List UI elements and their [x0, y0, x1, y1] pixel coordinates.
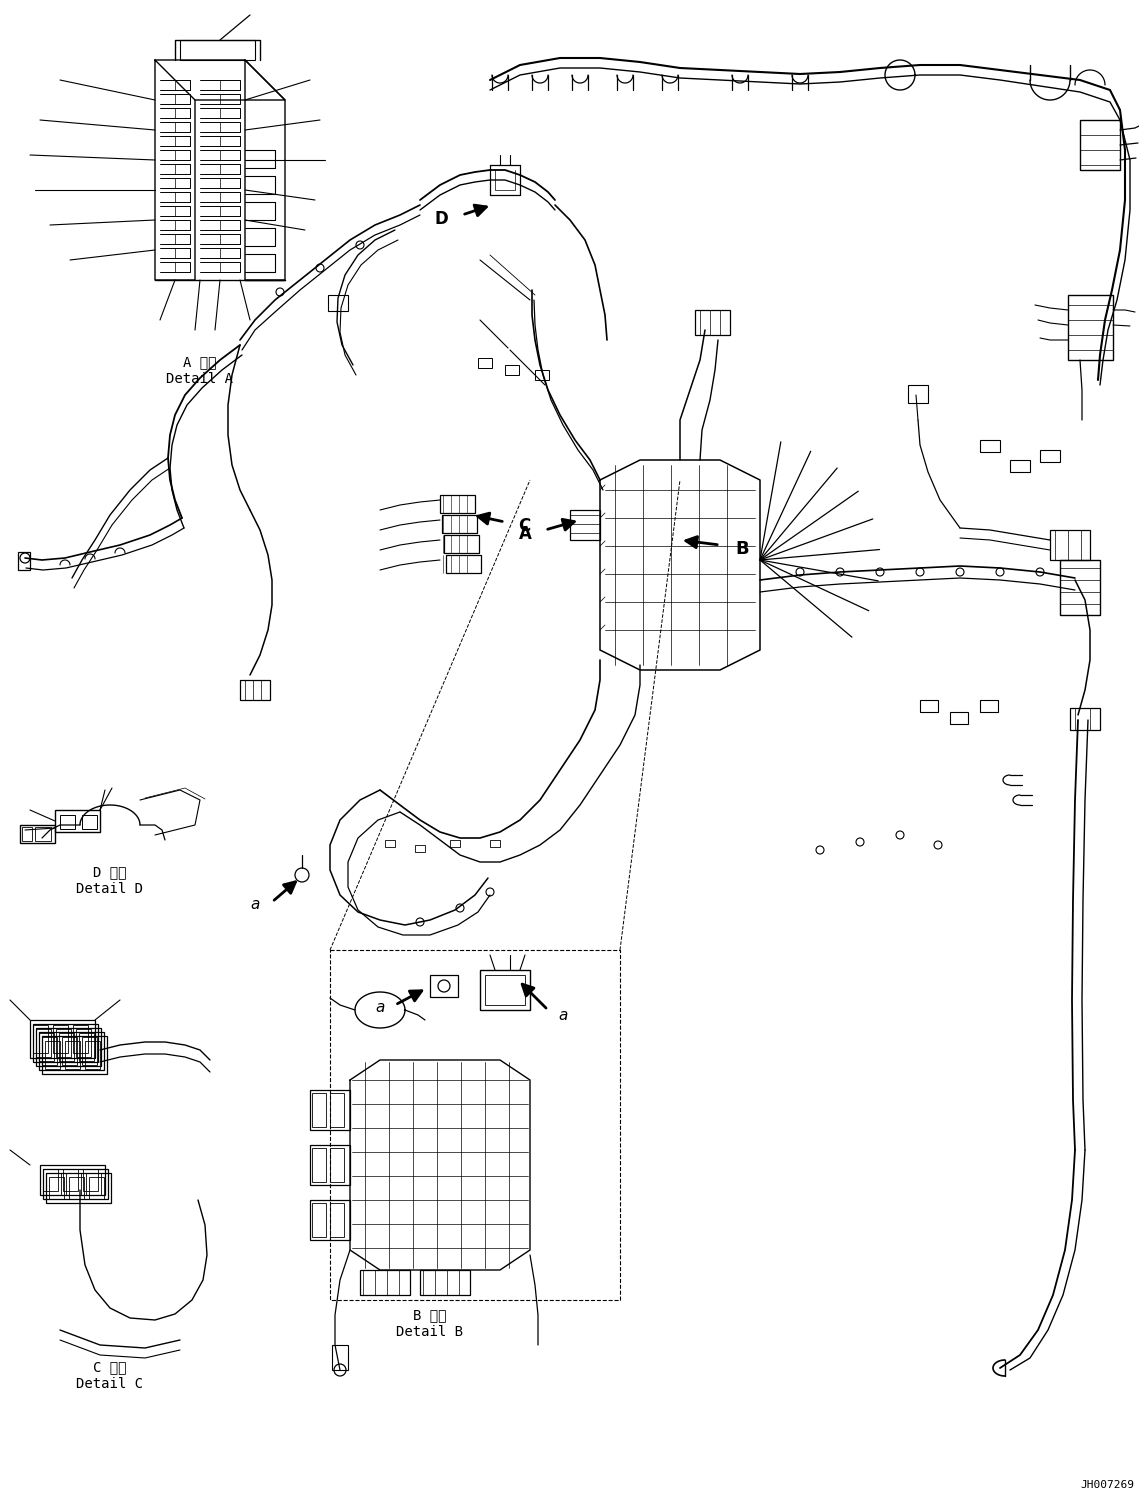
Text: Detail D: Detail D — [76, 882, 144, 897]
Bar — [39, 1032, 104, 1070]
Bar — [42, 1035, 107, 1074]
Bar — [312, 1094, 326, 1126]
Bar — [535, 370, 549, 380]
Bar — [331, 1344, 349, 1370]
Bar — [330, 1147, 344, 1182]
Bar — [950, 712, 968, 724]
Bar — [1010, 460, 1030, 471]
Bar — [360, 1270, 410, 1295]
Bar — [66, 1173, 81, 1195]
Bar — [87, 1173, 101, 1195]
Bar — [69, 1177, 84, 1200]
Bar — [35, 827, 51, 841]
Bar — [33, 1024, 98, 1062]
Bar — [478, 358, 492, 369]
Bar — [328, 295, 349, 310]
Bar — [46, 1041, 60, 1068]
Bar — [40, 1165, 105, 1195]
Bar — [442, 515, 477, 533]
Bar — [43, 1170, 58, 1191]
Bar — [180, 40, 255, 60]
Bar — [490, 840, 500, 847]
Text: B 詳細: B 詳細 — [413, 1308, 446, 1322]
Bar — [82, 815, 97, 830]
Bar — [49, 1177, 64, 1200]
Bar — [1040, 451, 1060, 463]
Text: a: a — [376, 1000, 385, 1015]
Bar — [570, 510, 600, 540]
Bar — [22, 827, 32, 841]
Bar — [63, 1170, 77, 1191]
Bar — [46, 1173, 110, 1203]
Bar — [46, 1173, 62, 1195]
Bar — [420, 1270, 470, 1295]
Bar — [240, 680, 270, 700]
Bar — [312, 1147, 326, 1182]
Text: A: A — [519, 525, 532, 543]
Bar — [30, 1021, 95, 1058]
Bar — [1050, 530, 1090, 560]
Bar — [18, 552, 30, 570]
Text: D: D — [434, 210, 448, 228]
Bar — [33, 1025, 48, 1053]
Bar — [480, 970, 530, 1010]
Bar — [440, 495, 475, 513]
Bar — [330, 1094, 344, 1126]
Bar — [59, 1032, 74, 1061]
Bar — [82, 1037, 97, 1065]
Bar — [73, 1025, 88, 1053]
Bar — [485, 974, 525, 1006]
Bar — [1080, 119, 1120, 170]
Bar — [1068, 295, 1113, 360]
Text: Detail B: Detail B — [396, 1325, 464, 1338]
Bar — [385, 840, 395, 847]
Bar — [505, 366, 519, 374]
Bar — [54, 1025, 68, 1053]
Bar — [42, 1037, 57, 1065]
Text: C: C — [518, 518, 531, 536]
Text: a: a — [558, 1009, 567, 1024]
Bar — [908, 385, 928, 403]
Bar — [60, 815, 75, 830]
Bar — [431, 974, 458, 997]
Text: Detail C: Detail C — [76, 1377, 144, 1391]
Bar — [83, 1170, 98, 1191]
Bar — [62, 1037, 77, 1065]
Bar — [920, 700, 939, 712]
Bar — [330, 1203, 344, 1237]
Bar — [310, 1144, 350, 1185]
Bar — [450, 840, 460, 847]
Bar — [56, 1029, 71, 1056]
Text: C 詳細: C 詳細 — [93, 1361, 126, 1374]
Bar — [21, 825, 55, 843]
Bar — [43, 1170, 108, 1200]
Bar — [79, 1032, 95, 1061]
Bar — [85, 1041, 100, 1068]
Bar — [76, 1029, 91, 1056]
Bar — [310, 1091, 350, 1129]
Text: JH007269: JH007269 — [1080, 1480, 1134, 1491]
Bar — [310, 1200, 350, 1240]
Bar — [980, 440, 1000, 452]
Bar — [415, 844, 425, 852]
Bar — [55, 810, 100, 833]
Bar — [65, 1041, 80, 1068]
Bar — [1060, 560, 1100, 615]
Bar — [36, 1029, 51, 1056]
Bar — [89, 1177, 104, 1200]
Bar — [312, 1203, 326, 1237]
Text: D 詳細: D 詳細 — [93, 865, 126, 879]
Bar — [36, 1028, 101, 1065]
Bar — [1070, 709, 1100, 730]
Text: a: a — [251, 897, 260, 912]
Text: B: B — [735, 540, 748, 558]
Bar — [39, 1032, 54, 1061]
Bar — [444, 536, 480, 554]
Text: Detail A: Detail A — [166, 372, 233, 386]
Bar — [695, 310, 730, 336]
Bar — [980, 700, 998, 712]
Text: A 詳細: A 詳細 — [183, 355, 216, 369]
Bar — [446, 555, 481, 573]
